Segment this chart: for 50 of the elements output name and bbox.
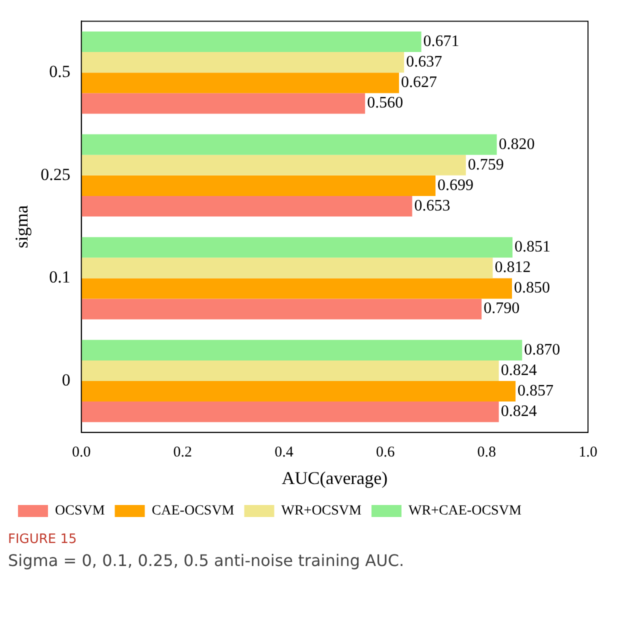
bar xyxy=(81,258,493,278)
data-label: 0.790 xyxy=(484,300,520,318)
y-tick-label: 0.1 xyxy=(49,268,70,287)
x-tick-label: 0.8 xyxy=(477,444,496,460)
data-label: 0.857 xyxy=(518,382,554,400)
data-label: 0.851 xyxy=(514,238,551,256)
caption: FIGURE 15 xyxy=(8,532,78,547)
x-tick-label: 1.0 xyxy=(578,444,598,460)
data-label: 0.824 xyxy=(500,362,537,379)
bar xyxy=(81,52,404,73)
data-label: 0.812 xyxy=(494,259,531,276)
x-tick-label: 0.2 xyxy=(173,444,192,460)
data-label: 0.870 xyxy=(524,341,560,358)
x-axis-title: AUC(average) xyxy=(282,468,388,488)
bar xyxy=(81,237,513,258)
bar xyxy=(81,381,516,402)
data-label: 0.637 xyxy=(406,54,442,71)
legend-label: WR+OCSVM xyxy=(281,504,362,519)
data-label: 0.850 xyxy=(514,280,550,297)
y-tick-label: 0 xyxy=(62,370,70,390)
y-tick-label: 0.25 xyxy=(40,164,70,184)
data-label: 0.671 xyxy=(423,32,460,50)
bar xyxy=(81,93,366,114)
data-label: 0.560 xyxy=(367,94,404,112)
y-tick-label: 0.5 xyxy=(49,62,70,82)
legend-label: CAE-OCSVM xyxy=(152,504,235,519)
legend-label: WR+CAE-OCSVM xyxy=(408,504,522,519)
text: Sigma = 0, 0.1, 0.25, 0.5 anti-noise training AUC. xyxy=(8,551,406,570)
data-label: 0.824 xyxy=(500,403,537,420)
bar xyxy=(81,175,436,196)
x-tick-label: 0.6 xyxy=(376,444,396,460)
x-tick-label: 0.0 xyxy=(72,444,91,460)
bar xyxy=(81,298,482,320)
bar xyxy=(81,154,466,176)
bar xyxy=(81,196,412,217)
bar xyxy=(81,31,422,52)
bar xyxy=(81,72,400,94)
data-label: 0.820 xyxy=(498,136,535,153)
bar xyxy=(81,402,499,422)
x-tick-label: 0.4 xyxy=(274,444,294,460)
data-label: 0.627 xyxy=(401,74,438,92)
bar xyxy=(81,360,499,381)
bar xyxy=(81,340,522,360)
legend-label: OCSVM xyxy=(55,504,106,519)
y-axis-title: sigma xyxy=(12,205,32,248)
data-label: 0.699 xyxy=(438,176,474,194)
bar xyxy=(81,278,512,299)
bar xyxy=(81,134,497,155)
data-label: 0.653 xyxy=(414,197,450,214)
data-label: 0.759 xyxy=(468,156,504,174)
